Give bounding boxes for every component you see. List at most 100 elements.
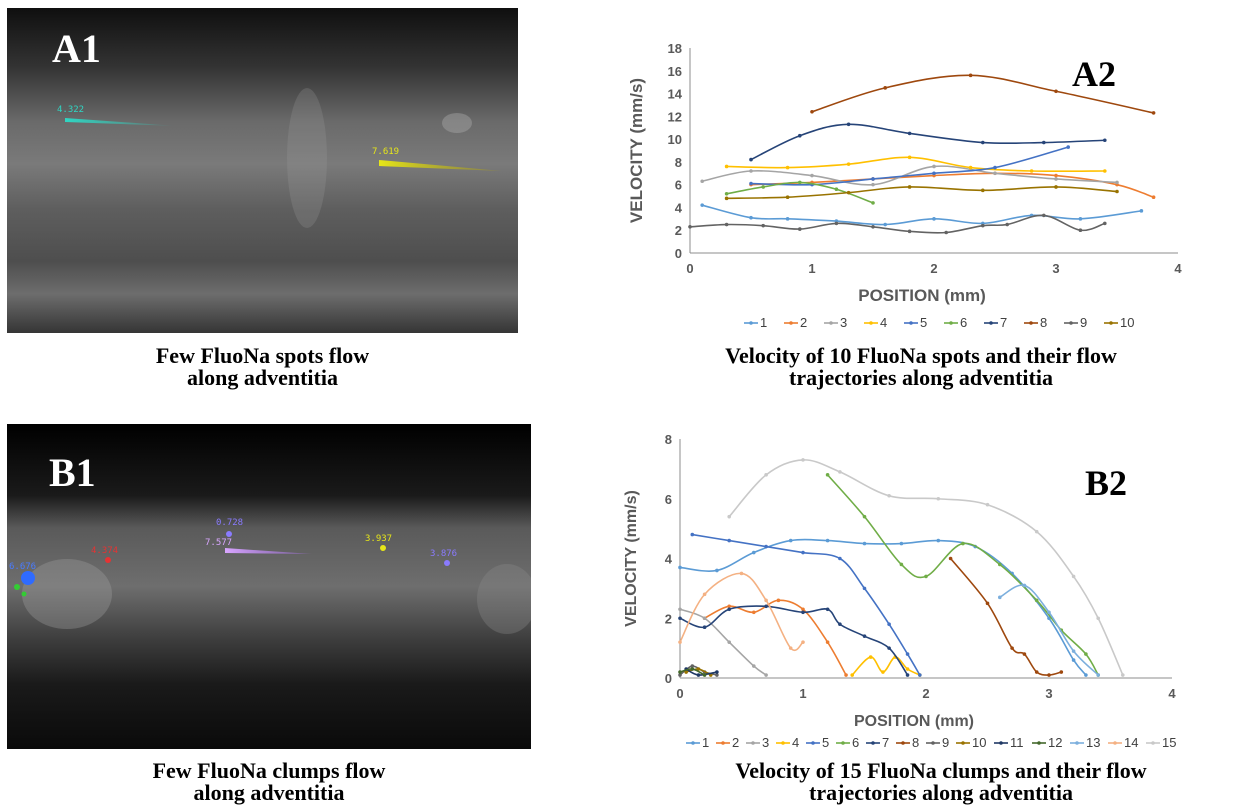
- b2-series-5-line: [692, 533, 921, 676]
- caption-a1-line2: along adventitia: [187, 365, 338, 390]
- b2-series-14-point-0: [678, 640, 682, 644]
- b2-series-2-point-1: [727, 604, 731, 609]
- b2-legend-label-6: 6: [852, 735, 859, 750]
- b2-legend-marker-8: [901, 741, 905, 745]
- a2-series-6-point-0: [724, 191, 729, 196]
- a2-x-tick-4: 4: [1174, 261, 1182, 276]
- b2-series-6-point-0: [825, 473, 830, 477]
- a2-series-6-point-4: [871, 201, 875, 205]
- b2-series-13-line: [999, 584, 1099, 676]
- a2-legend-marker-4: [869, 321, 873, 325]
- b2-x-tick-2: 2: [922, 686, 929, 701]
- a2-series-10-line: [726, 186, 1118, 200]
- b2-legend-marker-2: [721, 741, 725, 745]
- b2-series-15-point-6: [985, 502, 990, 507]
- b2-series-7-point-2: [727, 607, 731, 612]
- a2-series-4-point-0: [724, 164, 729, 169]
- a2-series-5-point-5: [1066, 145, 1070, 149]
- caption-b2-line1: Velocity of 15 FluoNa clumps and their f…: [735, 758, 1147, 783]
- b2-series-3-point-4: [764, 673, 768, 677]
- b2-series-5-point-5: [862, 586, 867, 591]
- a2-y-tick-7: 14: [668, 87, 683, 102]
- b2-series-14-point-5: [801, 640, 805, 644]
- a2-series-2-point-7: [1151, 195, 1156, 199]
- a2-legend-label-7: 7: [1000, 315, 1007, 330]
- b2-series-6-point-1: [862, 514, 867, 519]
- b2-legend-marker-5: [811, 741, 815, 745]
- chart-a2: A2 0 2 4 6 8 10 12 14 16 18 0 1 2 3 4 POSITION (mm) VELO…: [620, 30, 1220, 340]
- a2-x-axis-title: POSITION (mm): [858, 286, 986, 305]
- a2-series-9-point-9: [1005, 222, 1009, 227]
- a2-series-4-point-5: [1029, 169, 1034, 173]
- a2-legend-marker-9: [1069, 321, 1073, 325]
- track-label-b1-5: 4.374: [91, 546, 118, 556]
- b2-series-9-point-3: [715, 673, 719, 677]
- a2-series-10-point-1: [785, 195, 790, 199]
- caption-a1-line1: Few FluoNa spots flow: [155, 343, 370, 368]
- b2-series-7-point-1: [702, 625, 707, 630]
- track-label-b1-3: 3.937: [365, 534, 392, 544]
- b2-x-tick-0: 0: [676, 686, 683, 701]
- a2-series-9-point-8: [981, 223, 985, 228]
- caption-b1-line1: Few FluoNa clumps flow: [152, 758, 386, 783]
- b2-series-4-point-2: [881, 670, 885, 674]
- b2-series-12-point-0: [678, 670, 682, 674]
- caption-a2-line1: Velocity of 10 FluoNa spots and their fl…: [725, 343, 1117, 368]
- b2-series-1-point-1: [715, 568, 719, 573]
- a2-legend-label-3: 3: [840, 315, 847, 330]
- b2-series-7-point-3: [764, 604, 768, 609]
- b2-series-11-point-2: [715, 670, 719, 674]
- b2-legend-marker-9: [931, 741, 935, 745]
- track-label-b1-2: 7.577: [205, 538, 232, 548]
- a2-series-6-point-1: [761, 185, 765, 189]
- b2-legend-marker-4: [781, 741, 785, 745]
- b2-series-6-point-6: [1034, 598, 1039, 603]
- b2-series-15-point-7: [1034, 529, 1039, 534]
- b2-legend-label-4: 4: [792, 735, 799, 750]
- b2-legend-marker-13: [1075, 741, 1079, 745]
- a2-series-1-point-5: [932, 217, 936, 221]
- b2-legend-label-12: 12: [1048, 735, 1062, 750]
- b2-series-6-point-4: [961, 541, 965, 546]
- a2-series-3-point-7: [1115, 180, 1119, 185]
- b2-series-9-point-1: [690, 664, 695, 668]
- b2-series-8-point-2: [1010, 646, 1014, 650]
- b2-series-8-point-4: [1034, 670, 1039, 674]
- b2-series-2-point-5: [825, 640, 830, 644]
- a2-legend-label-6: 6: [960, 315, 967, 330]
- b2-series-3-point-3: [752, 664, 756, 668]
- a2-series-1-line: [702, 204, 1142, 226]
- b2-series-15-point-9: [1096, 616, 1100, 621]
- b2-legend-label-10: 10: [972, 735, 986, 750]
- b2-series-1-point-12: [1084, 673, 1088, 677]
- b2-series-15-point-10: [1121, 673, 1125, 677]
- b2-series-7-point-7: [862, 634, 867, 638]
- b2-series-6-point-3: [924, 574, 928, 579]
- caption-b2: Velocity of 15 FluoNa clumps and their f…: [640, 760, 1242, 804]
- a2-series-9-point-0: [688, 225, 692, 229]
- a2-legend-marker-5: [909, 321, 913, 325]
- a2-series-9-point-3: [798, 227, 802, 231]
- b2-series-8-point-1: [985, 601, 990, 606]
- b2-series-10-point-1: [696, 667, 701, 671]
- b2-series-13-point-2: [1047, 610, 1051, 615]
- a2-series-4-point-2: [846, 162, 851, 166]
- b2-series-1-point-4: [825, 538, 830, 543]
- b2-series-14-point-4: [788, 646, 793, 650]
- a2-series-10-point-0: [724, 196, 729, 201]
- a2-legend-label-1: 1: [760, 315, 767, 330]
- chart-b2: B2 0 2 4 6 8 0 1 2 3 4 POSITION (mm) VELOCITY (mm/s…: [620, 425, 1230, 755]
- b2-series-7-point-6: [838, 622, 842, 627]
- b2-legend-label-9: 9: [942, 735, 949, 750]
- b2-series-7-point-4: [801, 610, 805, 615]
- a2-series-5-point-2: [871, 177, 875, 181]
- b2-x-tick-4: 4: [1168, 686, 1176, 701]
- b2-series-5-point-4: [838, 556, 842, 561]
- b2-legend-label-7: 7: [882, 735, 889, 750]
- b2-y-tick-1: 2: [665, 611, 672, 626]
- a2-series-9-point-5: [871, 225, 875, 229]
- a2-series-3-point-0: [700, 179, 704, 184]
- b2-series-5-point-2: [764, 544, 768, 549]
- track-label-a1-1: 4.322: [57, 105, 84, 115]
- micrograph-b1: 0.728 7.577 3.937 3.876 4.374 6.676 B1: [7, 424, 531, 749]
